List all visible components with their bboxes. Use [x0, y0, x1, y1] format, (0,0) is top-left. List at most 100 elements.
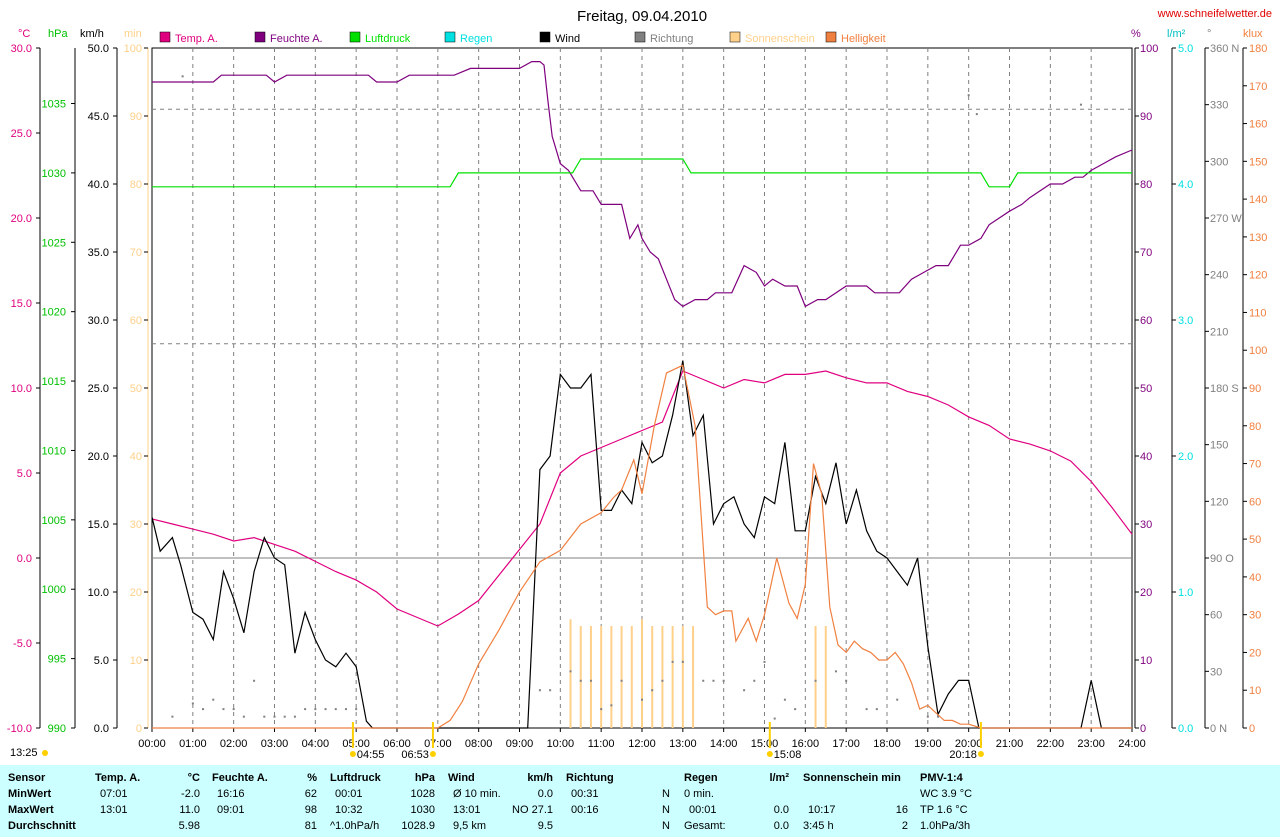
sun_min-tick-label: 0 [136, 723, 142, 735]
pressure_hpa-tick-label: 1015 [42, 376, 66, 388]
lux_klux-tick-label: 130 [1249, 232, 1267, 244]
direction-dot [579, 679, 582, 682]
pressure-unit: hPa [48, 28, 68, 40]
wind-min-label: Ø 10 min. [453, 788, 501, 800]
rain-max-value: 0.0 [773, 804, 789, 816]
direction-dot [293, 715, 296, 718]
direction-dot [1079, 103, 1082, 106]
temp_c-tick-label: 25.0 [11, 128, 32, 140]
rain-unit-cell: l/m² [769, 772, 789, 784]
direction-header: Richtung [566, 772, 614, 784]
sun-marker-icon [977, 751, 984, 757]
x-tick-label: 17:00 [832, 738, 860, 750]
sun-markers: 04:55 06:53 15:08 20:18 [349, 722, 984, 761]
sun-max-time: 10:17 [808, 804, 836, 816]
col-pressure: Luftdruck hPa 00:01 1028 10:32 1030 ^1.0… [330, 765, 435, 837]
humidity_pct-tick-label: 50 [1140, 383, 1152, 395]
temp-max-value: 11.0 [179, 804, 200, 816]
x-tick-label: 11:00 [588, 738, 615, 750]
pressure_hpa-tick-label: 1000 [42, 584, 66, 596]
lux_klux-tick-label: 30 [1249, 610, 1261, 622]
lux_klux-tick-label: 180 [1249, 43, 1267, 55]
direction-dot [191, 702, 194, 705]
direction_deg-tick-label: 240 [1210, 270, 1228, 282]
direction-dot [538, 689, 541, 692]
rain_lm2-tick-label: 0.0 [1178, 723, 1193, 735]
col-sensor: Sensor MinWert MaxWert Durchschnitt [8, 765, 88, 837]
rain-max-time: 00:01 [689, 804, 717, 816]
humidity_pct-tick-label: 60 [1140, 315, 1152, 327]
legend-label: Regen [460, 33, 492, 45]
direction-dot [937, 715, 940, 718]
direction-dot [834, 670, 837, 673]
sun-marker-label: 20:18 [949, 749, 977, 761]
legend-swatch [444, 31, 456, 43]
site-link[interactable]: www.schneifelwetter.de [1157, 8, 1272, 20]
direction_deg-tick-label: 30 [1210, 666, 1222, 678]
series-luftdruck [152, 158, 1132, 188]
legend-swatch [825, 31, 837, 43]
sun-avg-value: 2 [901, 820, 908, 832]
lux_klux-tick-label: 20 [1249, 647, 1261, 659]
sun_min-tick-label: 70 [130, 247, 142, 259]
direction-dot [569, 670, 572, 673]
pressure-min-value: 1028 [410, 788, 435, 800]
chart-title: Freitag, 09.04.2010 [577, 8, 707, 25]
pressure_hpa-tick-label: 1010 [42, 445, 66, 457]
direction-dot [845, 679, 848, 682]
series-temp-a- [151, 370, 1133, 627]
direction-dot [967, 94, 970, 97]
sun_min-tick-label: 30 [130, 519, 142, 531]
direction_deg-tick-label: 360 N [1210, 43, 1239, 55]
direction-dot [232, 708, 235, 711]
sun-marker-icon [429, 751, 436, 757]
rain_lm2-tick-label: 5.0 [1178, 43, 1193, 55]
wind-min-value: 0.0 [537, 788, 553, 800]
col-humidity: Feuchte A. % 16:16 62 09:01 98 81 [212, 765, 317, 837]
lux_klux-tick-label: 90 [1249, 383, 1261, 395]
direction_deg-tick-label: 270 W [1210, 213, 1242, 225]
grid [152, 48, 1132, 728]
direction-dot [926, 715, 929, 718]
x-tick-label: 02:00 [220, 738, 248, 750]
temp-header: Temp. A. [95, 772, 141, 784]
pmv-header: PMV-1:4 [920, 772, 963, 784]
x-tick-label: 20:00 [955, 738, 983, 750]
direction-dot [773, 717, 776, 720]
sun-marker-label: 06:53 [401, 749, 429, 761]
direction-dot [242, 715, 245, 718]
direction-dot [702, 679, 705, 682]
direction-dot [661, 679, 664, 682]
legend-label: Sonnenschein [745, 33, 815, 45]
pressure-header: Luftdruck [330, 772, 381, 784]
x-tick-label: 18:00 [873, 738, 901, 750]
sun-marker-label: 04:55 [357, 749, 385, 761]
direction-dot [651, 689, 654, 692]
sun_min-tick-label: 20 [130, 587, 142, 599]
wind_kmh-tick-label: 50.0 [88, 43, 109, 55]
temp_c-tick-label: 10.0 [11, 383, 32, 395]
direction-dot [304, 708, 307, 711]
direction-dot [314, 708, 317, 711]
direction-dot [334, 708, 337, 711]
wind-max-value: NO 27.1 [512, 804, 553, 816]
pressure_hpa-tick-label: 1030 [42, 168, 66, 180]
sun-total: 3:45 h [803, 820, 834, 832]
direction-dot [344, 708, 347, 711]
x-tick-label: 14:00 [710, 738, 738, 750]
humidity-max-time: 09:01 [217, 804, 245, 816]
series-lines [151, 60, 1133, 729]
direction-dot [814, 679, 817, 682]
sun_min-tick-label: 40 [130, 451, 142, 463]
direction-unit: ° [1207, 28, 1211, 40]
direction_deg-tick-label: 180 S [1210, 383, 1239, 395]
legend-swatch [159, 31, 171, 43]
x-tick-label: 06:00 [383, 738, 411, 750]
lux_klux-tick-label: 160 [1249, 119, 1267, 131]
temp_c-tick-label: 0.0 [17, 553, 32, 565]
legend-label: Feuchte A. [270, 33, 323, 45]
direction-min-value: N [662, 788, 670, 800]
direction-dot [610, 704, 613, 707]
direction_deg-tick-label: 60 [1210, 610, 1222, 622]
wind-unit: km/h [80, 28, 104, 40]
